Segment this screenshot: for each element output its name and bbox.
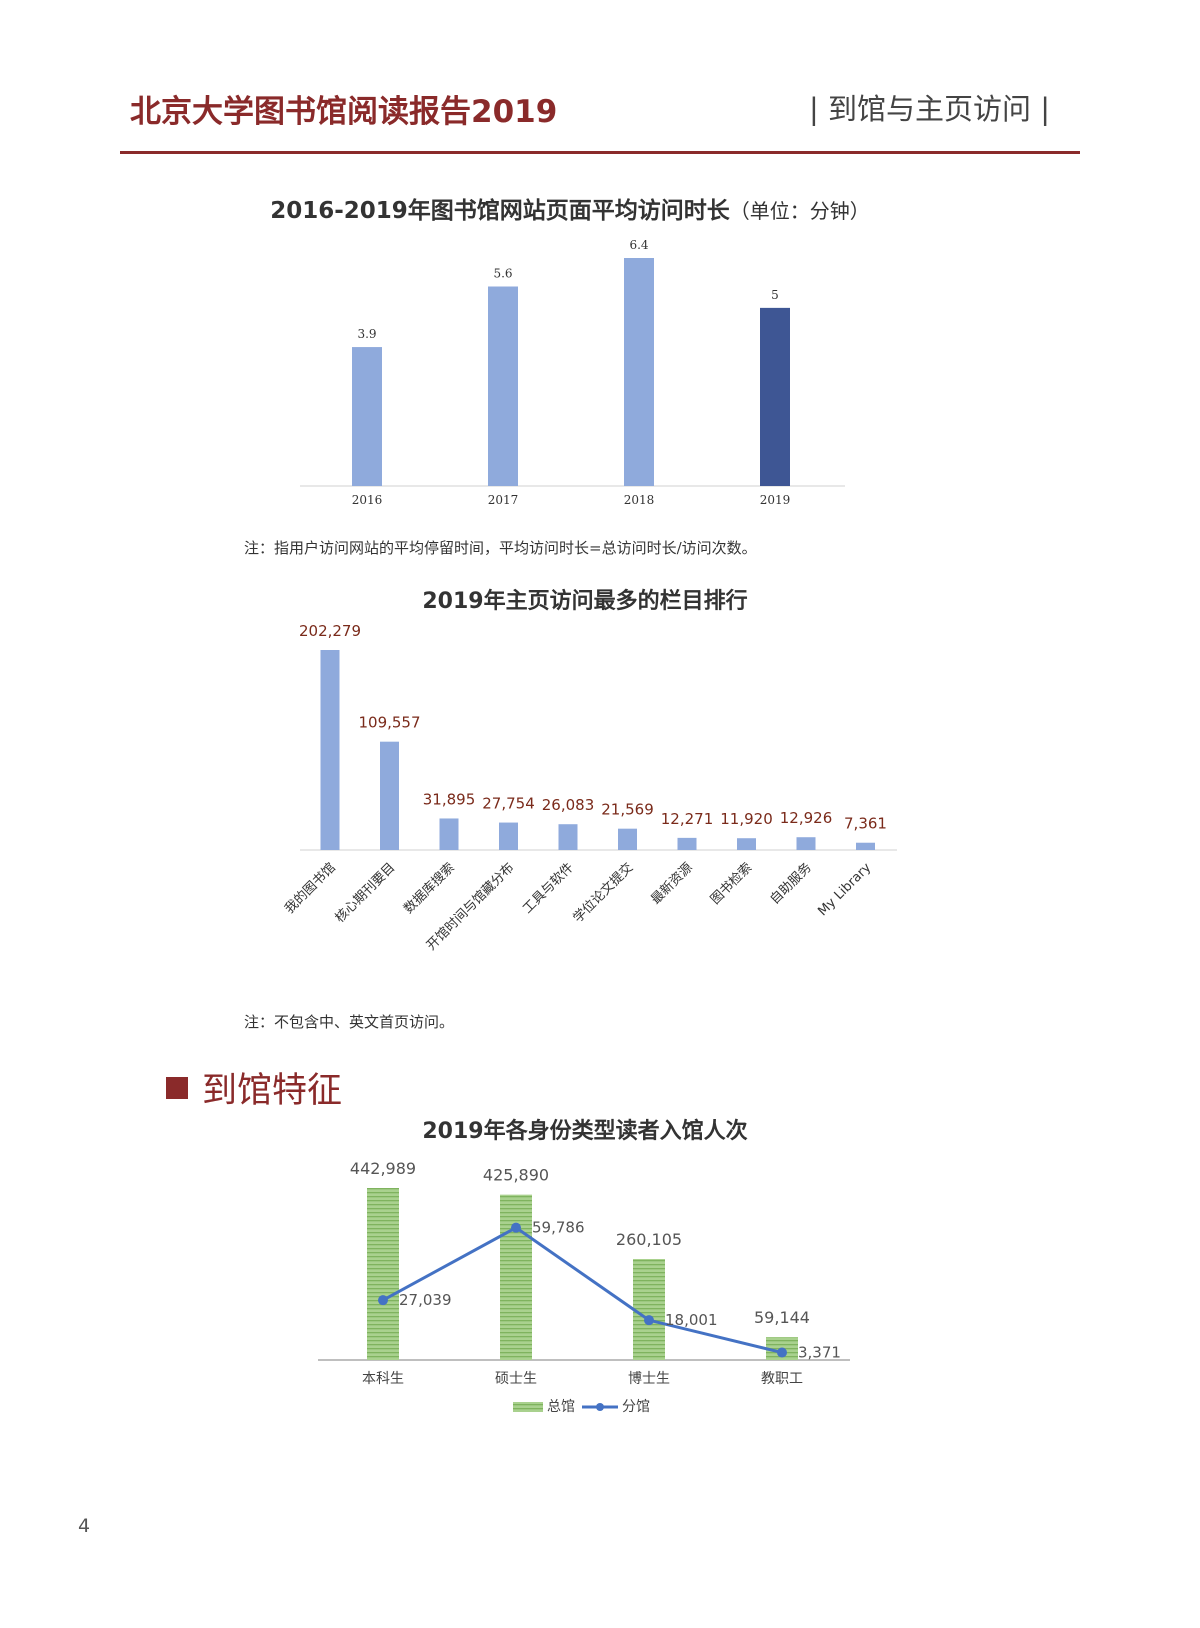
chart3-line-point [644,1315,654,1326]
chart1-bar [624,258,654,486]
chart3-legend-line-marker [596,1403,604,1411]
chart3-bar-value-label: 442,989 [350,1159,416,1178]
chart3-line-point [511,1222,521,1233]
chart2-value-label: 21,569 [601,801,654,819]
chart3-line-value-label: 27,039 [399,1291,452,1309]
svg-text:2016-2019年图书馆网站页面平均访问时长（单位：分钟）: 2016-2019年图书馆网站页面平均访问时长（单位：分钟） [270,197,870,224]
chart2-x-tick-label: 图书检索 [708,860,755,907]
chart1-bar [488,286,518,486]
chart3-bar-value-label: 425,890 [483,1166,549,1185]
section-heading-text: 到馆特征 [202,1071,343,1111]
chart3-x-tick-label: 博士生 [628,1370,670,1387]
chart2-x-tick-label: 我的图书馆 [282,860,339,917]
chart3-bar-value-label: 59,144 [754,1308,810,1327]
chart1-x-tick-label: 2019 [760,493,791,507]
chart2-x-tick-label: My Library [815,860,874,919]
chart3-line-series [382,1225,783,1354]
chart2-value-label: 31,895 [423,790,476,808]
chart2-note: 注：不包含中、英文首页访问。 [244,1013,455,1031]
chart2-bar [677,837,697,850]
chart2-bar [618,828,637,850]
library-entries-by-reader-type-chart: 2019年各身份类型读者入馆人次 442,989 本科生 425,890 硕士生 260… [318,1118,850,1415]
chart2-x-tick-label: 学位论文提交 [570,860,636,926]
chart2-value-label: 12,271 [661,810,714,828]
chart2-bar [558,824,578,850]
section-heading: 到馆特征 [166,1062,342,1113]
chart3-x-tick-label: 教职工 [761,1371,803,1387]
chart2-bar [796,837,816,850]
section-marker [166,1077,188,1099]
chart1-x-tick-label: 2018 [624,493,655,507]
chart3-legend-line-label: 分馆 [622,1399,650,1415]
report-title: 北京大学图书馆阅读报告2019 [130,94,558,130]
chart1-value-label: 6.4 [629,238,648,252]
top-homepage-sections-chart: 2019年主页访问最多的栏目排行 202,279 我的图书馆 109,557 核心期刊… [282,588,897,954]
chart2-x-tick-label: 数据库搜索 [401,860,458,917]
chart1-value-label: 3.9 [357,327,376,341]
chart3-x-tick-label: 硕士生 [495,1371,537,1387]
chart3-bar [633,1259,665,1360]
chart1-x-tick-label: 2017 [488,493,519,507]
chart1-value-label: 5.6 [493,267,512,281]
chart2-x-tick-label: 自助服务 [767,860,815,908]
page-number: 4 [78,1515,91,1537]
chart3-bar-value-label: 260,105 [616,1230,682,1249]
chart2-bar [380,741,399,850]
chart2-x-tick-label: 最新资源 [648,860,696,908]
chart1-value-label: 5 [771,288,779,302]
chart2-bar [439,818,459,850]
chart1-title-unit: （单位：分钟） [730,199,870,223]
chart2-value-label: 12,926 [780,809,833,827]
chart3-line-value-label: 18,001 [665,1311,718,1329]
chart1-note: 注：指用户访问网站的平均停留时间，平均访问时长=总访问时长/访问次数。 [244,539,757,557]
chart3-line-point [777,1347,787,1358]
chart2-bar [499,822,518,850]
chart2-title: 2019年主页访问最多的栏目排行 [422,588,747,614]
chart3-line-value-label: 59,786 [532,1219,585,1237]
chart2-bar [320,650,340,850]
chart1-bar [760,307,790,486]
section-label: | 到馆与主页访问 | [809,92,1050,126]
chart1-x-tick-label: 2016 [352,493,383,507]
chart3-x-tick-label: 本科生 [362,1371,404,1387]
chart2-value-label: 7,361 [844,815,887,833]
chart2-x-tick-label: 核心期刊要目 [333,860,399,926]
header-divider [120,151,1080,154]
chart2-value-label: 26,083 [542,796,595,814]
chart3-title: 2019年各身份类型读者入馆人次 [422,1118,747,1144]
chart2-x-tick-label: 工具与软件 [520,860,577,917]
chart1-bar [352,347,382,486]
chart3-line-point [378,1295,388,1306]
chart2-value-label: 11,920 [720,810,773,828]
chart2-value-label: 202,279 [299,622,361,640]
chart3-line-value-label: 3,371 [798,1344,841,1362]
chart3-bar [500,1194,532,1360]
chart3-bar [367,1188,399,1360]
chart1-title: 2016-2019年图书馆网站页面平均访问时长 [270,197,731,224]
chart2-bar [856,842,875,850]
chart2-value-label: 27,754 [482,795,535,813]
avg-visit-duration-chart: 2016-2019年图书馆网站页面平均访问时长（单位：分钟） 3.9 2016 5.… [270,197,870,507]
chart3-legend-bar-label: 总馆 [547,1399,575,1415]
chart2-bar [737,838,756,850]
chart3-legend-bar-swatch [513,1402,543,1412]
chart2-value-label: 109,557 [358,714,420,732]
